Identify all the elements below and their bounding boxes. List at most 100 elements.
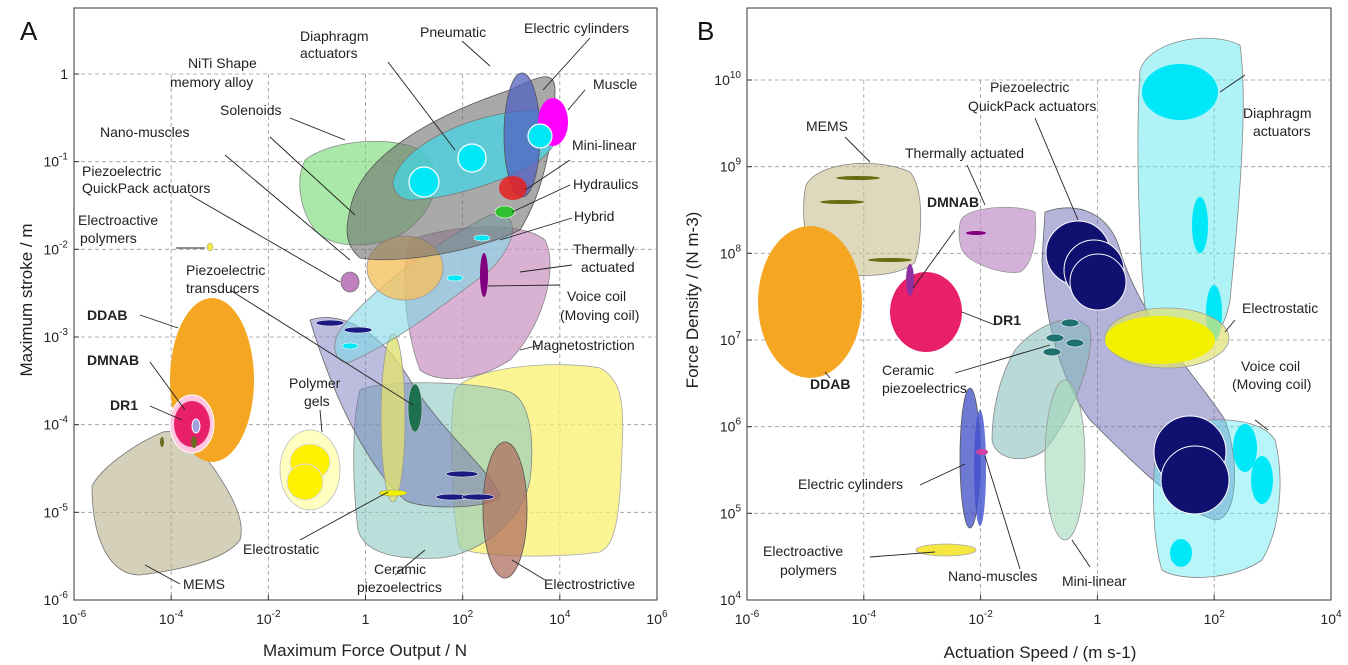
panel-a-label: A [20, 16, 38, 46]
region-nano-muscles-b [976, 449, 988, 455]
panel-a-ytick-label: 10-3 [44, 327, 69, 345]
label-quickpack-1-b: Piezoelectric [990, 79, 1069, 95]
panel-b-xtick-label: 102 [1204, 609, 1226, 627]
label-quickpack-2-a: QuickPack actuators [82, 180, 210, 196]
mark-diaphragm-b1 [1142, 64, 1218, 120]
mark-ceramic-b1 [1060, 318, 1080, 328]
mark-voice-b3 [1233, 424, 1257, 472]
label-dmnab-b: DMNAB [927, 194, 979, 210]
panel-a-regions [91, 72, 624, 579]
label-ddab-a: DDAB [87, 307, 127, 323]
label-diaphragm-2-a: actuators [300, 45, 358, 61]
label-mems-a: MEMS [183, 576, 225, 592]
panel-b-xlabel: Actuation Speed / (m s-1) [944, 643, 1137, 662]
panel-b-label: B [697, 16, 714, 46]
label-diaphragm-2-b: actuators [1253, 123, 1311, 139]
region-polymer-gels-b-a [286, 463, 324, 501]
panel-a-ylabel: Maximum stroke / m [17, 223, 36, 376]
label-thermal-1-a: Thermally [573, 241, 634, 257]
label-dmnab-a: DMNAB [87, 352, 139, 368]
mark-mems-a2 [160, 437, 164, 447]
panel-a-ticks: 10-6 10-4 10-2 1 102 104 106 10-6 10-5 10-4 10-3 10… [44, 66, 668, 627]
region-dr1-b [890, 272, 962, 352]
region-diaphragm-circle-a2 [457, 143, 487, 173]
label-pzt-trans-1-a: Piezoelectric [186, 262, 265, 278]
label-dr1-b: DR1 [993, 312, 1021, 328]
label-muscle-a: Muscle [593, 76, 638, 92]
panel-a-xtick-label: 10-4 [159, 609, 184, 627]
panel-b-xtick-label: 1 [1094, 611, 1102, 627]
mark-hybrid-a1 [341, 342, 359, 350]
mark-thermal-b [966, 231, 986, 235]
mark-voice-b2 [1160, 445, 1230, 515]
label-diaphragm-1-a: Diaphragm [300, 28, 368, 44]
label-mini-linear-a: Mini-linear [572, 137, 637, 153]
mark-pzt-a5 [461, 493, 495, 501]
label-hybrid-a: Hybrid [574, 208, 614, 224]
panel-b-ytick-label: 107 [720, 330, 742, 348]
panel-b-ytick-label: 104 [720, 590, 742, 608]
label-niti-2-a: memory alloy [170, 74, 253, 90]
panel-b-xtick-label: 10-6 [735, 609, 760, 627]
label-ceramic-2-a: piezoelectrics [357, 579, 442, 595]
label-ceramic-2-b: piezoelectrics [882, 380, 967, 396]
mark-ceramic-b2 [1045, 333, 1065, 343]
label-pzt-trans-2-a: transducers [186, 280, 259, 296]
mark-mems-a1 [191, 436, 197, 448]
label-solenoids-a: Solenoids [220, 102, 282, 118]
panel-b-frame [746, 7, 1332, 601]
panel-b-xtick-label: 104 [1320, 609, 1342, 627]
label-thermal-2-a: actuated [581, 259, 635, 275]
label-electrostrictive-a: Electrostrictive [544, 576, 635, 592]
label-ddab-b: DDAB [810, 376, 850, 392]
label-electrostatic-a: Electrostatic [243, 541, 319, 557]
panel-a-ytick-label: 10-5 [44, 502, 69, 520]
mark-pzt-a2 [343, 326, 373, 334]
panel-a: A [17, 7, 668, 660]
label-voice-1-a: Voice coil [567, 288, 626, 304]
label-nano-muscles-b: Nano-muscles [948, 568, 1037, 584]
panel-b-labels: MEMS Piezoelectric QuickPack actuators D… [763, 79, 1318, 589]
mark-pzt-a3 [445, 470, 479, 478]
region-mini-linear-b [1044, 379, 1086, 541]
region-electrostatic-b [1105, 316, 1215, 364]
mark-mems-b3 [868, 258, 912, 262]
mark-hybrid-a2 [446, 274, 464, 282]
region-ddab-b [758, 226, 862, 378]
panel-a-xtick-label: 1 [362, 611, 370, 627]
panel-a-ytick-label: 10-6 [44, 590, 69, 608]
label-polymer-gels-1-a: Polymer [289, 375, 341, 391]
label-hydraulics-a: Hydraulics [573, 176, 638, 192]
panel-a-xtick-label: 10-6 [62, 609, 87, 627]
panel-b-ytick-label: 1010 [714, 70, 741, 88]
panel-a-xtick-label: 104 [549, 609, 571, 627]
label-eap-1-b: Electroactive [763, 543, 843, 559]
label-voice-2-b: (Moving coil) [1232, 376, 1311, 392]
mark-ceramic-b3 [1065, 338, 1085, 348]
panel-b-ylabel: Force Density / (N m-3) [683, 212, 702, 389]
panel-a-xlabel: Maximum Force Output / N [263, 641, 467, 660]
region-eap-b [915, 543, 977, 557]
label-mems-b: MEMS [806, 118, 848, 134]
panel-a-xtick-label: 102 [452, 609, 474, 627]
region-mems-a [91, 431, 242, 576]
label-electric-cylinders-b: Electric cylinders [798, 476, 903, 492]
label-dr1-a: DR1 [110, 397, 138, 413]
label-ceramic-1-b: Ceramic [882, 362, 934, 378]
label-eap-2-a: polymers [80, 230, 137, 246]
panel-a-ytick-label: 10-4 [44, 415, 69, 433]
panel-a-xtick-label: 106 [646, 609, 668, 627]
label-quickpack-1-a: Piezoelectric [82, 163, 161, 179]
mark-quickpack-b3 [1069, 253, 1127, 311]
label-eap-1-a: Electroactive [78, 212, 158, 228]
region-eap-a [206, 242, 214, 252]
region-quickpack-a [340, 271, 360, 293]
label-mini-linear-b: Mini-linear [1062, 573, 1127, 589]
panel-b-xtick-label: 10-4 [852, 609, 877, 627]
region-dmnab-b [906, 264, 914, 296]
panel-a-labels: Pneumatic Electric cylinders Diaphragm a… [78, 20, 639, 595]
label-nano-muscles-a: Nano-muscles [100, 124, 189, 140]
panel-a-ytick-label: 1 [60, 66, 68, 82]
label-eap-2-b: polymers [780, 562, 837, 578]
panel-b: B [683, 7, 1342, 662]
